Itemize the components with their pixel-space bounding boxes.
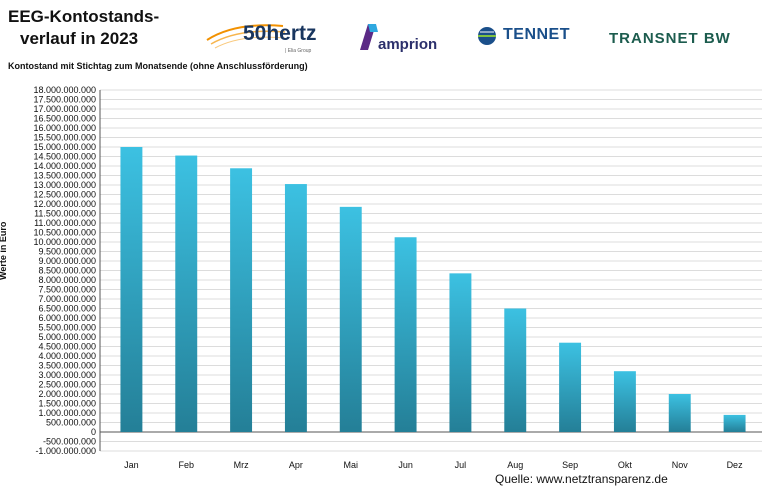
- y-tick-label: 8.000.000.000: [38, 275, 96, 285]
- bar-okt: [613, 371, 636, 432]
- y-tick-label: 3.000.000.000: [38, 370, 96, 380]
- y-tick-label: 500.000.000: [46, 418, 96, 428]
- x-tick-label: Mai: [343, 460, 358, 470]
- y-tick-label: 1.000.000.000: [38, 408, 96, 418]
- x-tick-label: Feb: [178, 460, 194, 470]
- amprion-name: amprion: [378, 36, 438, 53]
- bar-aug: [504, 308, 527, 432]
- y-tick-label: 4.000.000.000: [38, 351, 96, 361]
- y-tick-label: 5.500.000.000: [38, 323, 96, 333]
- y-tick-label: 11.500.000.000: [34, 209, 96, 219]
- x-tick-label: Mrz: [234, 460, 249, 470]
- amprion-icon: [360, 24, 378, 50]
- y-tick-label: 15.500.000.000: [33, 133, 96, 143]
- y-tick-label: 7.500.000.000: [38, 285, 96, 295]
- x-tick-label: Okt: [618, 460, 633, 470]
- x-tick-label: Apr: [289, 460, 303, 470]
- bar-dez: [723, 414, 746, 432]
- 50hertz-logo: 50hertz | Elia Group: [205, 18, 317, 63]
- bar-jun: [394, 237, 417, 432]
- title-line-2: verlauf in 2023: [20, 29, 139, 48]
- y-tick-label: 4.500.000.000: [38, 342, 96, 352]
- 50hertz-swoosh-icon: [206, 24, 286, 49]
- y-tick-label: 9.000.000.000: [38, 256, 96, 266]
- y-tick-label: 14.000.000.000: [33, 161, 96, 171]
- source-note: Quelle: www.netztransparenz.de: [495, 472, 668, 486]
- y-tick-label: 2.500.000.000: [38, 380, 96, 390]
- y-tick-label: 6.500.000.000: [38, 304, 96, 314]
- y-tick-label: 12.000.000.000: [33, 199, 96, 209]
- y-tick-label: 16.000.000.000: [33, 123, 96, 133]
- x-tick-label: Jun: [398, 460, 413, 470]
- 50hertz-sub: | Elia Group: [285, 48, 312, 54]
- x-tick-label: Dez: [727, 460, 744, 470]
- bar-mrz: [230, 168, 253, 432]
- y-tick-label: 13.500.000.000: [33, 171, 96, 181]
- bar-sep: [559, 342, 582, 432]
- x-tick-label: Aug: [507, 460, 523, 470]
- y-tick-label: 16.500.000.000: [33, 114, 96, 124]
- y-tick-label: -500.000.000: [43, 437, 96, 447]
- chart-title: EEG-Kontostands- verlauf in 2023: [8, 6, 159, 50]
- bar-jan: [120, 147, 143, 432]
- y-tick-label: 17.000.000.000: [33, 104, 96, 114]
- y-tick-label: 1.500.000.000: [38, 399, 96, 409]
- chart-subtitle: Kontostand mit Stichtag zum Monatsende (…: [8, 61, 308, 71]
- y-tick-label: 0: [91, 427, 96, 437]
- bar-nov: [668, 394, 691, 432]
- y-tick-label: 12.500.000.000: [33, 190, 96, 200]
- y-tick-label: 3.500.000.000: [38, 361, 96, 371]
- x-tick-label: Jul: [455, 460, 467, 470]
- y-tick-label: 7.000.000.000: [38, 294, 96, 304]
- y-tick-label: 2.000.000.000: [38, 389, 96, 399]
- y-tick-label: 11.000.000.000: [34, 218, 96, 228]
- amprion-logo: amprion: [356, 22, 437, 57]
- x-tick-label: Nov: [672, 460, 689, 470]
- y-tick-label: 17.500.000.000: [33, 95, 96, 105]
- bar-jul: [449, 273, 472, 432]
- y-tick-label: 9.500.000.000: [38, 247, 96, 257]
- x-tick-label: Sep: [562, 460, 578, 470]
- transnet-bw-logo: TRANSNET BW: [609, 30, 731, 47]
- y-tick-label: 5.000.000.000: [38, 332, 96, 342]
- y-tick-label: 14.500.000.000: [33, 152, 96, 162]
- bar-feb: [175, 155, 198, 433]
- bar-mai: [339, 206, 362, 432]
- y-tick-label: 6.000.000.000: [38, 313, 96, 323]
- y-tick-label: 15.000.000.000: [33, 142, 96, 152]
- y-tick-label: 10.500.000.000: [33, 228, 96, 238]
- y-tick-label: 13.000.000.000: [33, 180, 96, 190]
- tennet-globe-icon: [478, 27, 496, 45]
- x-tick-label: Jan: [124, 460, 139, 470]
- tennet-logo: TENNET: [475, 26, 570, 51]
- bar-apr: [284, 184, 307, 432]
- y-tick-label: 8.500.000.000: [38, 266, 96, 276]
- title-line-1: EEG-Kontostands-: [8, 7, 160, 26]
- y-tick-label: 10.000.000.000: [33, 237, 96, 247]
- 50hertz-name: 50hertz: [243, 22, 317, 45]
- y-tick-label: 18.000.000.000: [33, 85, 96, 95]
- tennet-name: TENNET: [503, 26, 570, 43]
- y-tick-label: -1.000.000.000: [35, 446, 96, 456]
